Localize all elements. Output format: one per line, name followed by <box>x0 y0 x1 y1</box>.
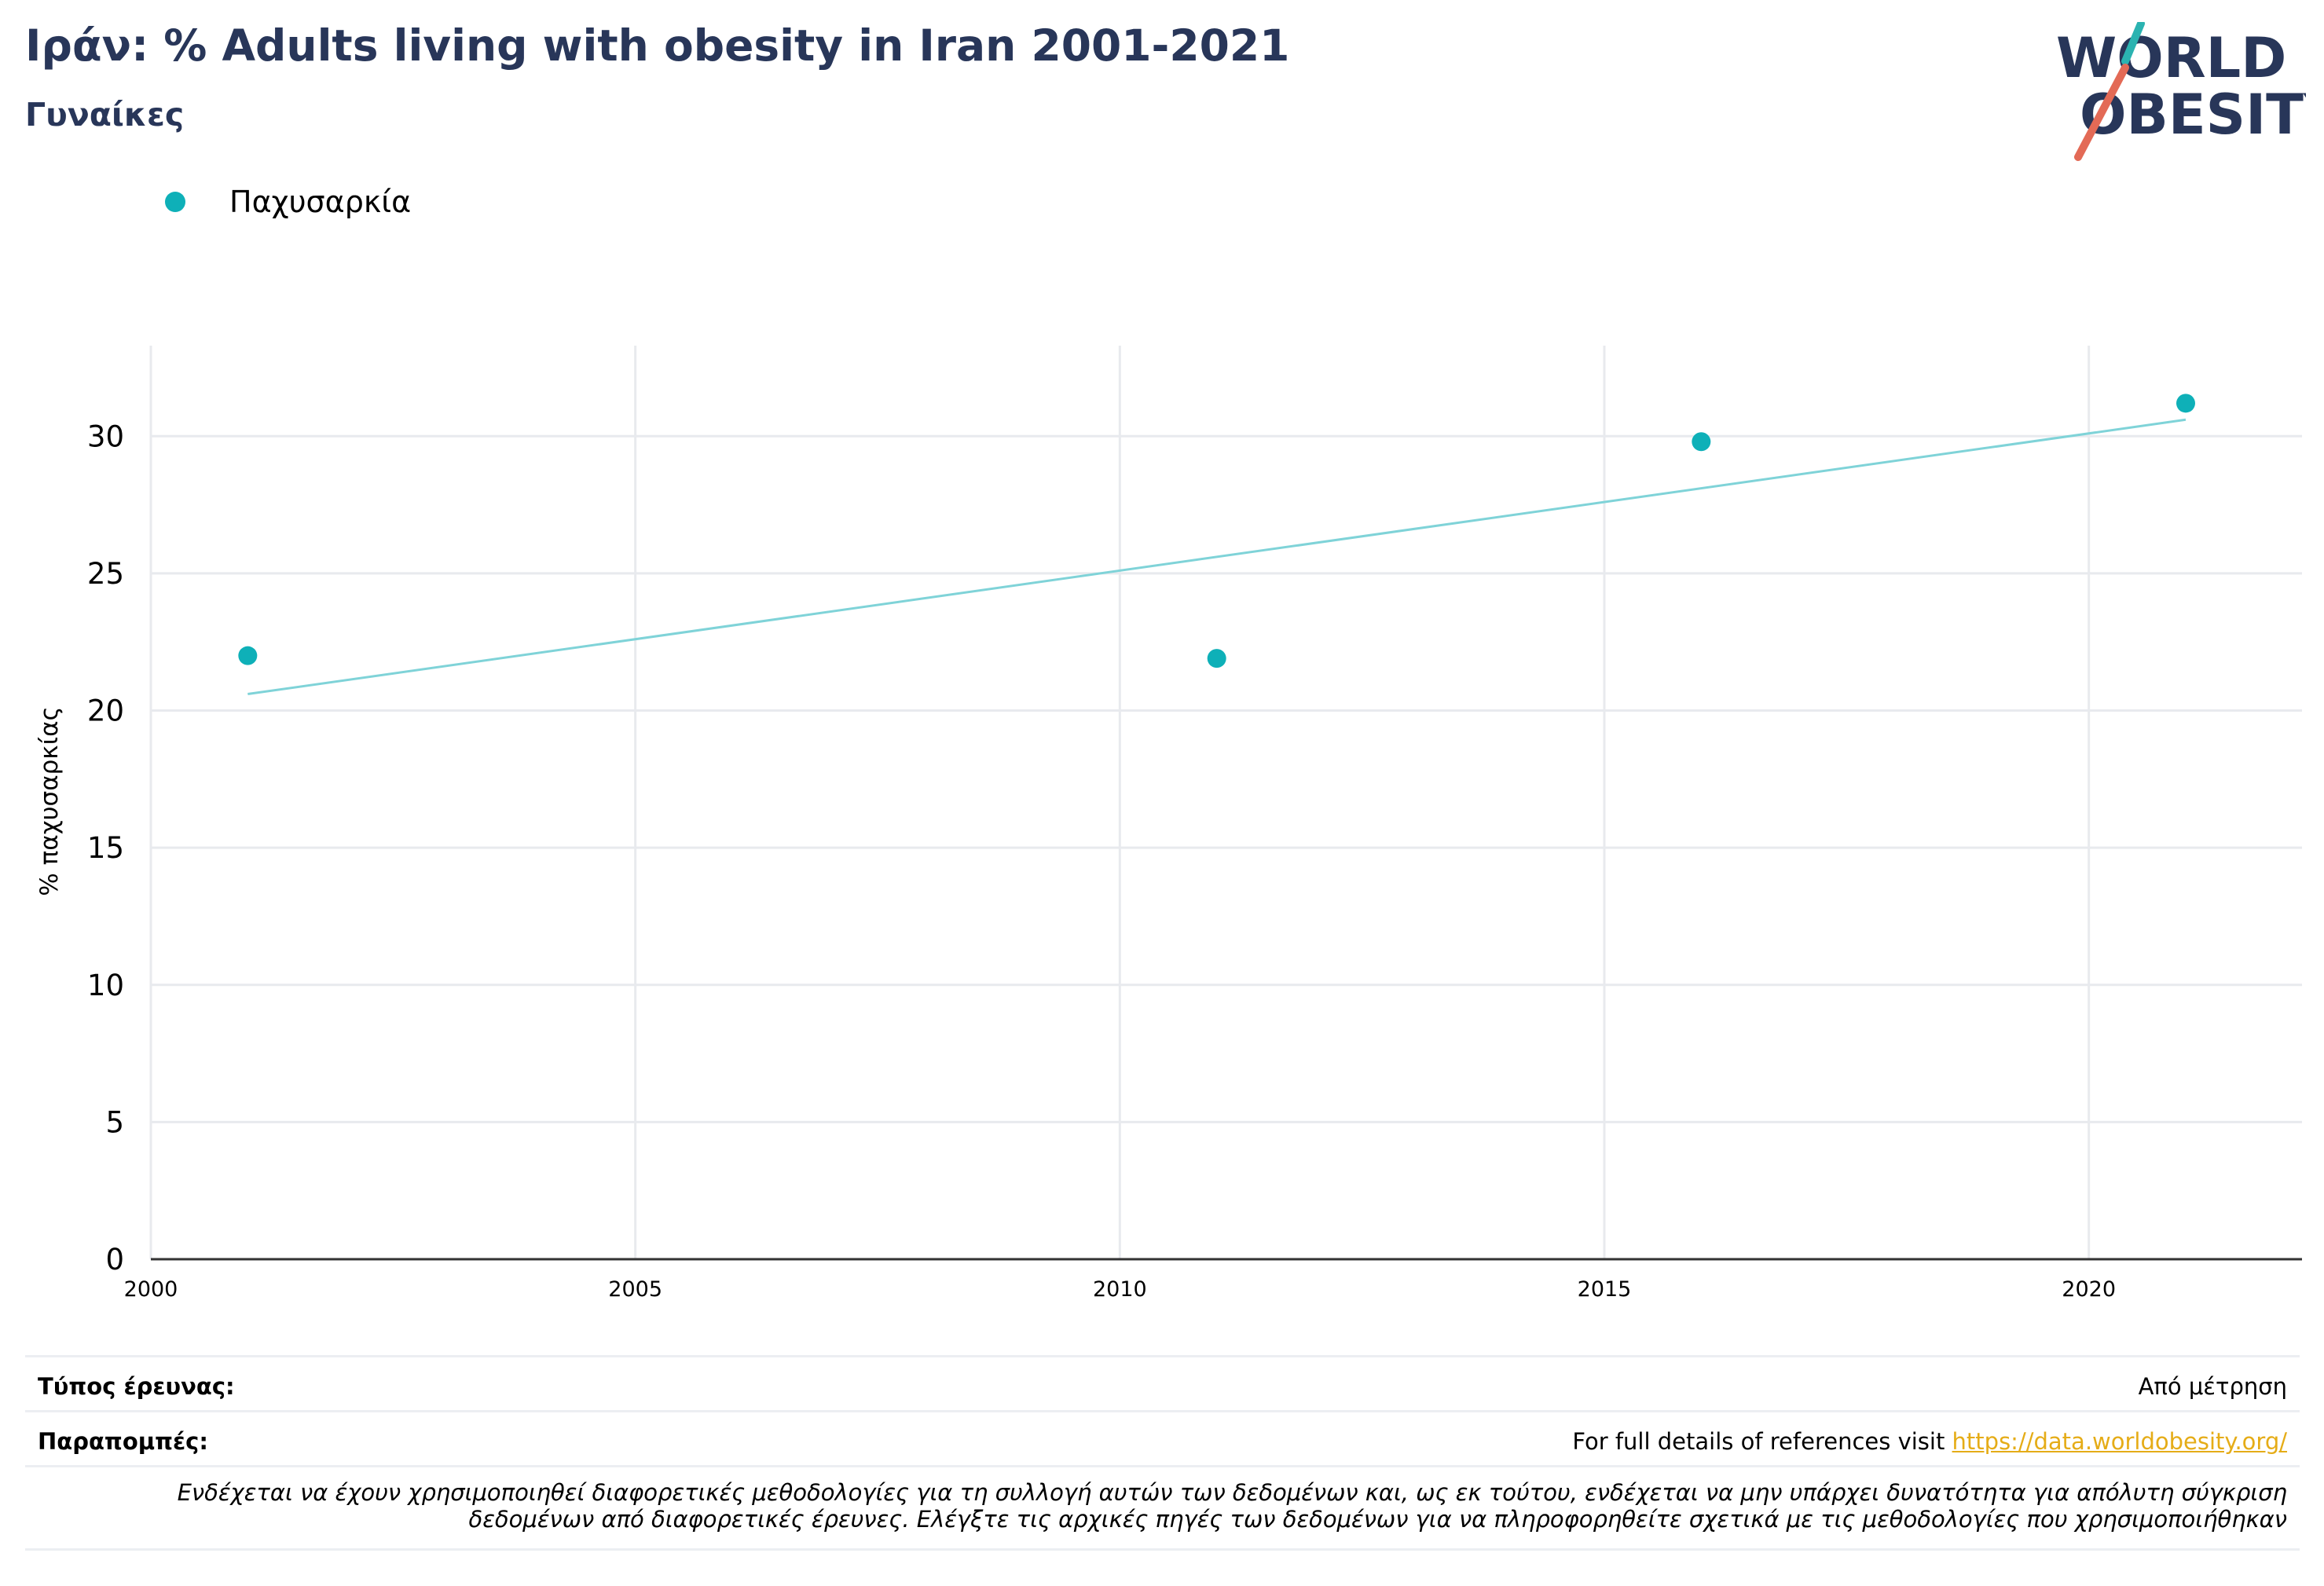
y-axis-label: % παχυσαρκίας <box>35 706 64 896</box>
points-layer <box>238 394 2195 668</box>
data-point[interactable] <box>238 646 258 665</box>
chart-subtitle: Γυναίκες <box>25 96 185 134</box>
data-point[interactable] <box>1207 649 1226 668</box>
trendline <box>247 418 2187 696</box>
references-label: Παραπομπές: <box>38 1428 208 1455</box>
x-tick-label: 2000 <box>124 1277 178 1302</box>
references-row: Παραπομπές: For full details of referenc… <box>25 1410 2300 1467</box>
y-tick-label: 0 <box>105 1243 124 1276</box>
x-tick-labels: 2000 2005 2010 2015 2020 <box>124 1277 2116 1302</box>
vertical-gridlines <box>149 346 2091 1259</box>
y-tick-label: 10 <box>87 969 124 1002</box>
y-tick-label: 25 <box>87 557 124 591</box>
methodology-note-row <box>25 1465 2300 1551</box>
survey-type-value: Από μέτρηση <box>2138 1373 2287 1400</box>
references-value: For full details of references visit htt… <box>1572 1428 2287 1455</box>
y-tick-label: 20 <box>87 694 124 728</box>
legend-marker <box>165 192 185 212</box>
horizontal-gridlines <box>151 434 2302 1123</box>
legend-label: Παχυσαρκία <box>229 185 412 219</box>
x-tick-label: 2010 <box>1093 1277 1147 1302</box>
y-tick-labels: 0 5 10 15 20 25 30 <box>87 419 124 1276</box>
logo-line2: OBESITY <box>2080 82 2306 147</box>
y-tick-label: 30 <box>87 419 124 453</box>
chart-title: Ιράν: % Adults living with obesity in Ir… <box>25 20 1290 71</box>
data-point[interactable] <box>1692 432 1711 452</box>
data-point[interactable] <box>2176 394 2195 413</box>
methodology-note: Ενδέχεται να έχουν χρησιμοποιηθεί διαφορ… <box>40 1479 2287 1533</box>
references-link[interactable]: https://data.worldobesity.org/ <box>1952 1428 2287 1455</box>
methodology-note-line2: δεδομένων από διαφορετικές έρευνες. Ελέγ… <box>468 1506 2287 1533</box>
legend: Παχυσαρκία <box>165 182 411 222</box>
scatter-chart: 2000 2005 2010 2015 2020 0 5 10 15 20 25 30 <box>87 346 2302 1302</box>
methodology-note-line1: Ενδέχεται να έχουν χρησιμοποιηθεί διαφορ… <box>177 1479 2287 1506</box>
x-tick-label: 2015 <box>1578 1277 1632 1302</box>
logo-line1: WORLD <box>2056 26 2286 90</box>
survey-type-row: Τύπος έρευνας: Από μέτρηση <box>25 1355 2300 1412</box>
world-obesity-logo: WORLD OBESITY <box>2056 22 2306 161</box>
survey-type-label: Τύπος έρευνας: <box>38 1373 235 1400</box>
y-tick-label: 5 <box>105 1105 124 1139</box>
references-text: For full details of references visit <box>1572 1428 1952 1455</box>
x-tick-label: 2020 <box>2062 1277 2116 1302</box>
x-tick-label: 2005 <box>608 1277 662 1302</box>
y-tick-label: 15 <box>87 831 124 865</box>
trendline-layer <box>247 418 2187 696</box>
